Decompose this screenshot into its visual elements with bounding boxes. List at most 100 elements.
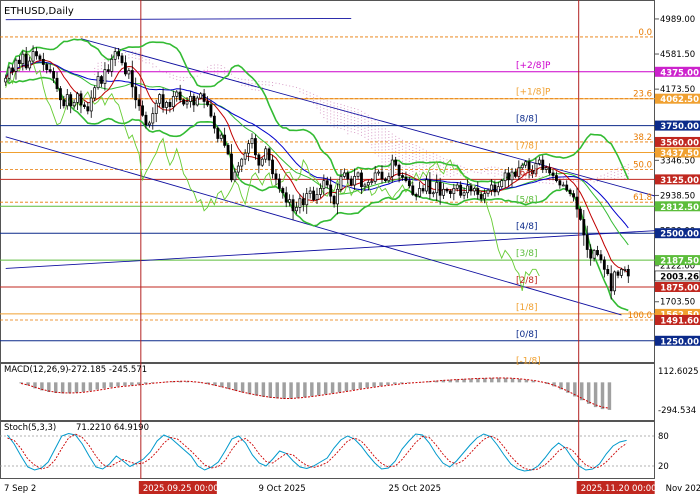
ichimoku-cloud-dot [388, 137, 390, 139]
price-tag-label: 1250.00 [660, 337, 699, 347]
ichimoku-cloud-dot [388, 161, 390, 163]
candle-body [462, 192, 466, 196]
ichimoku-cloud-dot [282, 84, 284, 86]
price-tick-label: 4581.50 [660, 50, 695, 60]
ichimoku-cloud-dot [183, 77, 185, 79]
candle-body [4, 77, 8, 83]
candle-body [291, 199, 295, 212]
ichimoku-cloud-dot [490, 169, 492, 171]
ichimoku-cloud-dot [378, 143, 380, 145]
ichimoku-cloud-dot [367, 123, 369, 125]
ichimoku-cloud-dot [340, 112, 342, 114]
ichimoku-cloud-dot [620, 170, 622, 172]
ichimoku-cloud-dot [419, 164, 421, 166]
ichimoku-cloud-dot [326, 118, 328, 120]
candle-body [158, 94, 162, 104]
ichimoku-cloud-dot [624, 168, 626, 170]
ichimoku-cloud-dot [412, 144, 414, 146]
ichimoku-cloud-dot [254, 83, 256, 85]
ichimoku-cloud-dot [354, 125, 356, 127]
candle-body [613, 271, 617, 292]
candle-body [76, 93, 79, 103]
ichimoku-cloud-dot [159, 69, 161, 71]
ichimoku-cloud-dot [176, 79, 178, 81]
ichimoku-cloud-dot [323, 117, 325, 119]
ichimoku-cloud-dot [453, 165, 455, 167]
price-tag-label: 4062.50 [660, 95, 699, 105]
time-axis-label: 2025.09.25 00:00 [143, 484, 219, 494]
price-tag [655, 201, 700, 212]
fibonacci-level-label: 61.8 [633, 193, 652, 203]
price-tag-label: 2187.50 [660, 257, 699, 267]
candle-body [55, 77, 59, 89]
candle-body [517, 167, 521, 177]
ichimoku-cloud-dot [398, 149, 400, 151]
ichimoku-cloud-dot [395, 135, 397, 137]
ichimoku-cloud-dot [203, 72, 205, 74]
candle-body [353, 176, 357, 186]
candle-body [421, 188, 425, 192]
ichimoku-cloud-dot [213, 70, 215, 72]
ichimoku-cloud-dot [456, 170, 458, 172]
ichimoku-cloud-dot [330, 113, 332, 115]
ichimoku-cloud-dot [620, 167, 622, 169]
ichimoku-cloud-dot [381, 137, 383, 139]
ichimoku-cloud-dot [388, 155, 390, 157]
murrey-level-label: [7/8] [516, 141, 538, 151]
ichimoku-cloud-dot [603, 174, 605, 176]
candle-body [250, 138, 254, 145]
ichimoku-cloud-dot [316, 107, 318, 109]
ichimoku-cloud-dot [357, 127, 359, 129]
ichimoku-cloud-dot [402, 145, 404, 147]
price-tag-label: 2500.00 [660, 230, 699, 240]
candle-body [41, 58, 45, 65]
candle-body [401, 175, 404, 178]
ichimoku-cloud-dot [374, 125, 376, 127]
candle-body [28, 60, 32, 69]
candle-body [555, 175, 558, 182]
ichimoku-cloud-dot [398, 158, 400, 160]
candle-body [442, 188, 445, 196]
candle-body [483, 193, 487, 200]
ichimoku-cloud-dot [395, 150, 397, 152]
ichimoku-cloud-dot [302, 92, 304, 94]
ichimoku-cloud-dot [624, 165, 626, 167]
ichimoku-cloud-dot [364, 112, 366, 114]
ichimoku-cloud-dot [179, 79, 181, 81]
ichimoku-cloud-dot [610, 174, 612, 176]
ichimoku-cloud-dot [443, 163, 445, 165]
ichimoku-cloud-dot [443, 160, 445, 162]
ichimoku-cloud-dot [347, 133, 349, 135]
ichimoku-cloud-dot [135, 51, 137, 53]
ichimoku-cloud-dot [487, 173, 489, 175]
ichimoku-cloud-dot [258, 89, 260, 91]
candle-body [223, 134, 227, 146]
ichimoku-cloud-dot [145, 62, 147, 64]
ichimoku-cloud-dot [620, 176, 622, 178]
ichimoku-cloud-dot [456, 173, 458, 175]
ichimoku-cloud-dot [559, 177, 561, 179]
ichimoku-cloud-dot [165, 72, 167, 74]
ichimoku-cloud-dot [412, 165, 414, 167]
ichimoku-cloud-dot [152, 66, 154, 68]
candle-body [572, 193, 575, 198]
fibonacci-level-label: 38.2 [633, 133, 652, 143]
ichimoku-cloud-dot [333, 111, 335, 113]
ichimoku-cloud-dot [340, 127, 342, 129]
ichimoku-cloud-dot [367, 138, 369, 140]
main-panel-border [0, 0, 655, 363]
ichimoku-cloud-dot [135, 57, 137, 59]
ichimoku-cloud-dot [545, 182, 547, 184]
ichimoku-cloud-dot [176, 76, 178, 78]
ichimoku-cloud-dot [244, 85, 246, 87]
ichimoku-cloud-dot [217, 73, 219, 75]
ichimoku-cloud-dot [422, 175, 424, 177]
macd-label: MACD(12,26,9) [4, 365, 69, 375]
ichimoku-cloud-dot [360, 134, 362, 136]
ichimoku-cloud-dot [343, 126, 345, 128]
candle-body [31, 51, 35, 62]
candle-body [192, 95, 196, 106]
candle-body [360, 172, 363, 188]
ichimoku-cloud-dot [357, 109, 359, 111]
ichimoku-cloud-dot [354, 119, 356, 121]
